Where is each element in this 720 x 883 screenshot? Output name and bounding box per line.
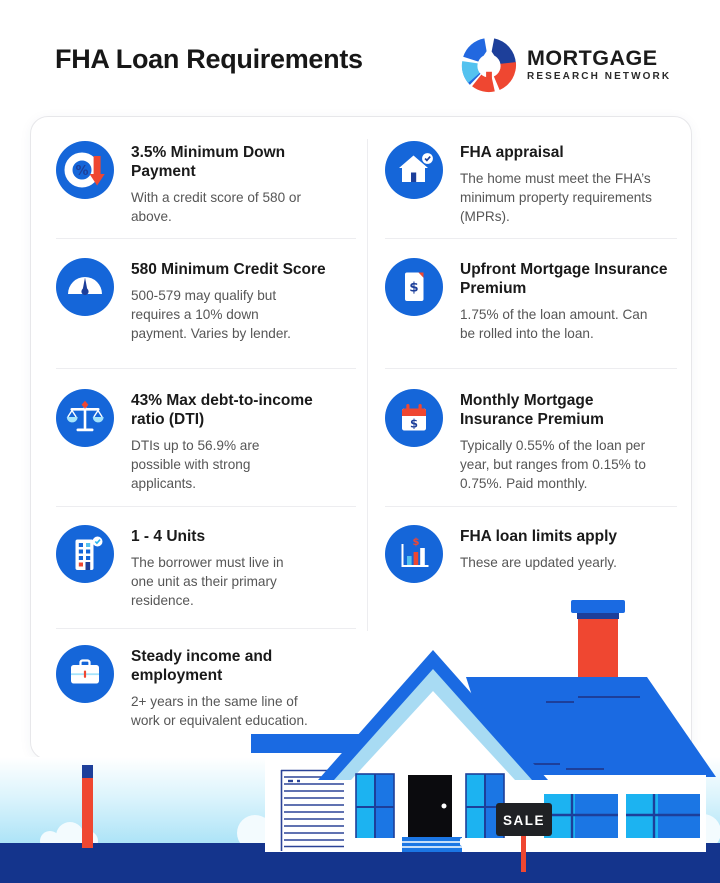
item-body: DTIs up to 56.9% are possible with stron… — [131, 438, 260, 491]
item-body: 2+ years in the same line of work or equ… — [131, 694, 308, 729]
credit-gauge-icon — [56, 258, 114, 316]
scales-icon — [56, 389, 114, 447]
window — [350, 773, 400, 846]
item-body: Typically 0.55% of the loan per year, bu… — [460, 438, 646, 491]
svg-text:$: $ — [410, 417, 418, 431]
item-body: With a credit score of 580 or above. — [131, 190, 301, 225]
item-title: 1 - 4 Units — [131, 528, 206, 545]
front-door — [402, 775, 462, 852]
roof — [466, 677, 716, 777]
window — [540, 790, 622, 842]
item-body: These are updated yearly. — [460, 555, 617, 571]
brand-subname: RESEARCH NETWORK — [527, 71, 672, 83]
item-title: Upfront Mortgage Insurance Premium — [460, 261, 668, 298]
list-item: $ Upfront Mortgage Insurance Premium 1.7… — [385, 239, 677, 369]
item-title: Monthly Mortgage Insurance Premium — [460, 392, 604, 429]
brand-logo: MORTGAGE RESEARCH NETWORK — [460, 36, 671, 94]
brand-name: MORTGAGE — [527, 45, 658, 70]
gable — [318, 650, 548, 780]
fence-post — [82, 765, 93, 848]
bar-chart-dollar-icon: $ — [385, 525, 443, 583]
item-title: 3.5% Minimum Down Payment — [131, 144, 286, 181]
brand-logo-text: MORTGAGE RESEARCH NETWORK — [527, 45, 672, 83]
list-item: 1 - 4 Units The borrower must live in on… — [56, 507, 356, 629]
item-body: The borrower must live in one unit as th… — [131, 555, 284, 608]
item-title: 580 Minimum Credit Score — [131, 261, 326, 278]
left-column: % 3.5% Minimum Down Payment With a credi… — [56, 117, 356, 759]
list-item: $ FHA loan limits apply These are update… — [385, 507, 677, 629]
item-title: FHA appraisal — [460, 144, 564, 161]
item-body: 1.75% of the loan amount. Can be rolled … — [460, 307, 648, 342]
item-body: The home must meet the FHA’s minimum pro… — [460, 171, 652, 224]
page-title: FHA Loan Requirements — [55, 44, 363, 74]
svg-text:$: $ — [409, 280, 418, 296]
list-item: 580 Minimum Credit Score 500-579 may qua… — [56, 239, 356, 369]
svg-text:%: % — [75, 164, 88, 179]
item-title: Steady income and employment — [131, 648, 273, 685]
list-item: % 3.5% Minimum Down Payment With a credi… — [56, 117, 356, 239]
right-column: FHA appraisal The home must meet the FHA… — [385, 117, 677, 629]
document-dollar-icon: $ — [385, 258, 443, 316]
list-item: FHA appraisal The home must meet the FHA… — [385, 117, 677, 239]
briefcase-icon — [56, 645, 114, 703]
list-item: 43% Max debt-to-income ratio (DTI) DTIs … — [56, 369, 356, 507]
sale-sign-label: SALE — [503, 813, 545, 828]
item-title: 43% Max debt-to-income ratio (DTI) — [131, 392, 313, 429]
calendar-dollar-icon: $ — [385, 389, 443, 447]
svg-text:$: $ — [413, 537, 420, 548]
list-item: $ Monthly Mortgage Insurance Premium Typ… — [385, 369, 677, 507]
house-check-icon — [385, 141, 443, 199]
roof-eave — [251, 734, 362, 753]
house-illustration: SALE — [0, 600, 720, 883]
column-divider — [367, 139, 368, 631]
sale-sign: SALE — [496, 803, 552, 872]
window — [622, 790, 704, 842]
list-item: Steady income and employment 2+ years in… — [56, 629, 356, 759]
chimney — [571, 600, 625, 679]
mortgage-research-network-logo-icon — [461, 38, 517, 93]
item-body: 500-579 may qualify but requires a 10% d… — [131, 288, 291, 341]
building-units-icon — [56, 525, 114, 583]
percent-down-icon: % — [56, 141, 114, 199]
item-title: FHA loan limits apply — [460, 528, 618, 545]
